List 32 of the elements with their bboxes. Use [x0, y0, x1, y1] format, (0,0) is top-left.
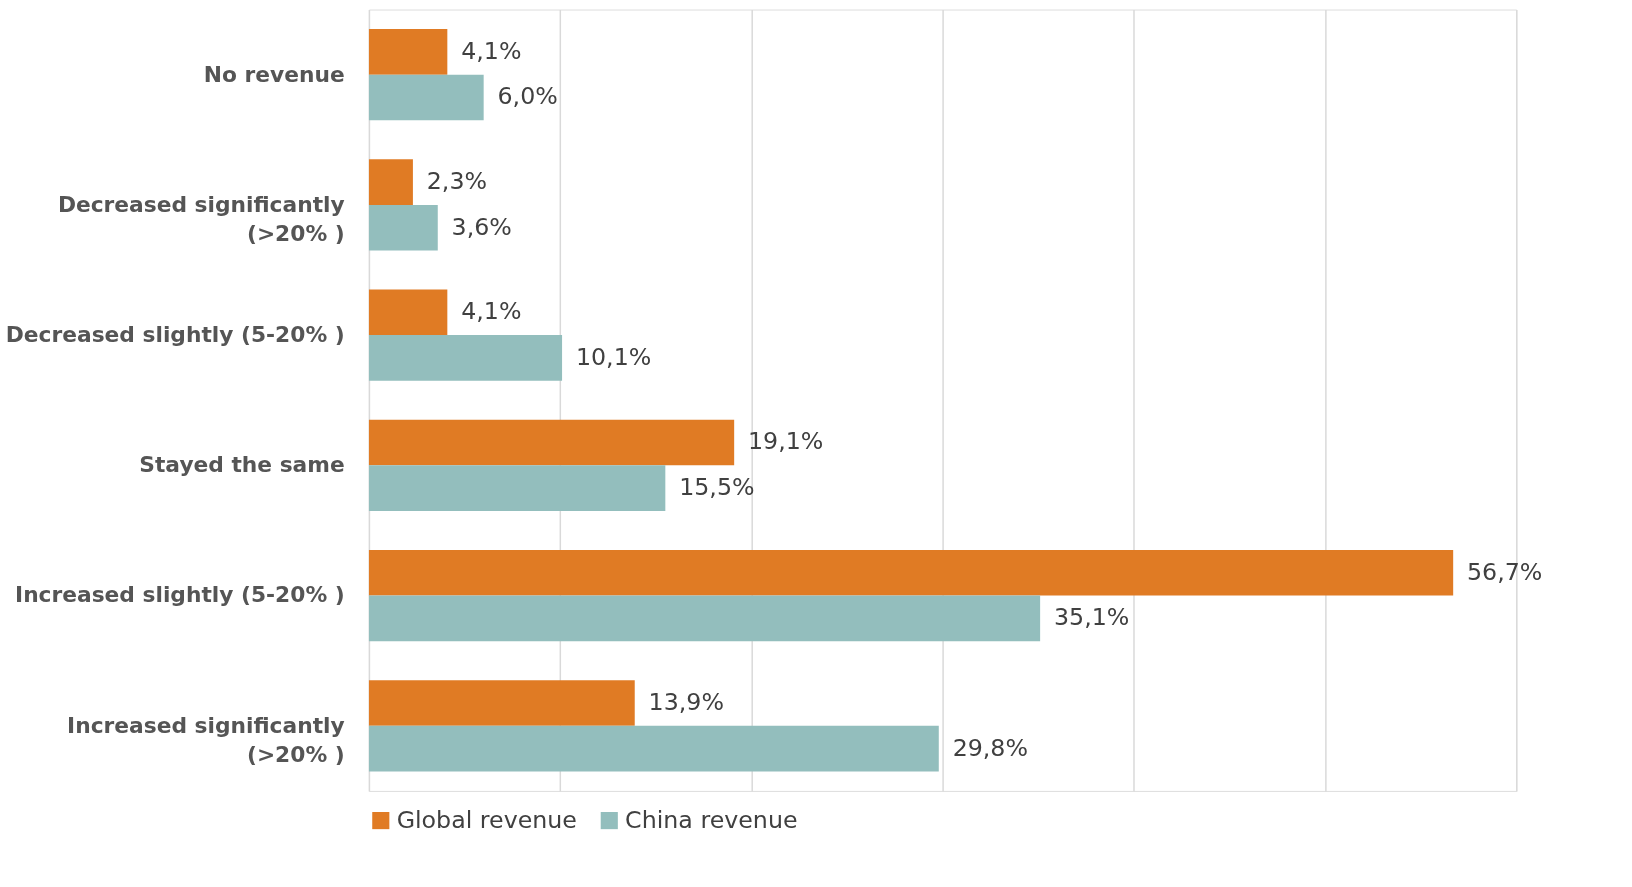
- y-tick-label: Increased significantly (>20% ): [67, 712, 345, 768]
- bar: [368, 335, 563, 381]
- bar: [368, 465, 666, 511]
- data-label: 29,8%: [952, 733, 1028, 762]
- bar: [368, 159, 413, 205]
- data-label: 19,1%: [748, 427, 824, 456]
- y-tick-label: Stayed the same: [139, 452, 345, 478]
- y-tick-label: No revenue: [203, 61, 345, 87]
- legend-label: China revenue: [625, 805, 798, 834]
- data-label: 4,1%: [461, 297, 522, 326]
- data-label: 15,5%: [679, 473, 755, 502]
- data-label: 35,1%: [1053, 603, 1130, 632]
- bar: [368, 549, 1454, 596]
- bar: [368, 74, 484, 121]
- data-label: 3,6%: [451, 212, 512, 241]
- legend-label: Global revenue: [396, 805, 577, 834]
- y-tick-label: Increased slightly (5-20% ): [15, 582, 345, 608]
- bar: [368, 419, 735, 466]
- bar: [368, 29, 448, 75]
- data-label: 4,1%: [461, 36, 522, 65]
- bar: [368, 289, 448, 336]
- data-label: 2,3%: [426, 167, 488, 196]
- y-tick-label: Decreased significantly (>20% ): [57, 191, 345, 247]
- y-tick-label: Decreased slightly (5-20% ): [5, 322, 345, 348]
- data-label: 13,9%: [648, 687, 724, 716]
- bar: [368, 204, 438, 251]
- data-label: 6,0%: [497, 82, 558, 111]
- bar: [368, 725, 939, 772]
- data-label: 10,1%: [575, 342, 652, 371]
- bar: [368, 680, 635, 726]
- bar: [368, 595, 1041, 642]
- data-label: 56,7%: [1467, 557, 1543, 586]
